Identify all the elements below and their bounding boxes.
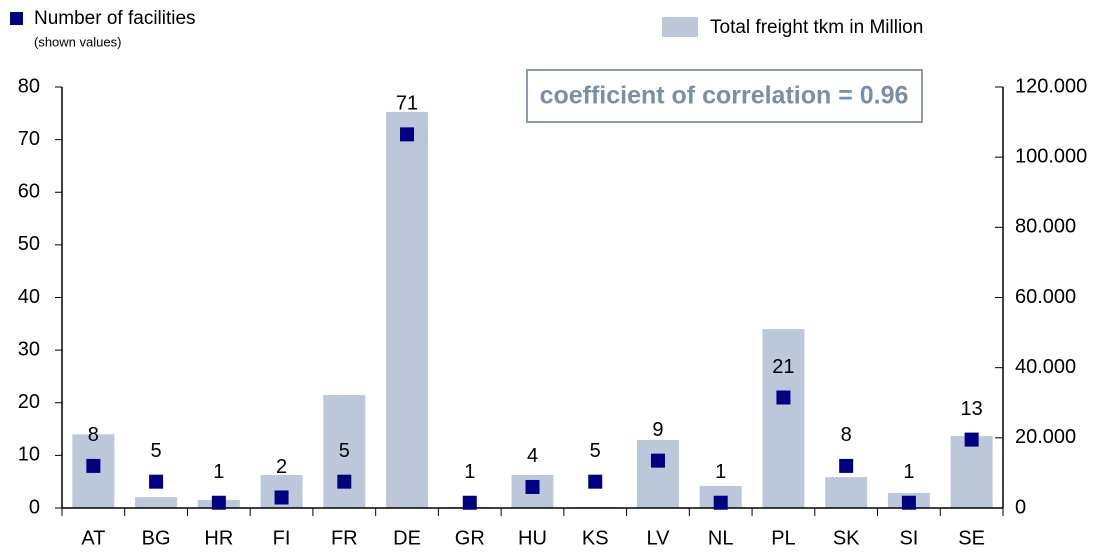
- x-tick-label: AT: [81, 527, 105, 549]
- y-tick-label: 60: [18, 181, 40, 203]
- y-tick-label: 20: [18, 391, 40, 413]
- y2-tick-label: 80.000: [1015, 216, 1076, 238]
- marker: [964, 432, 979, 447]
- data-label: 4: [527, 445, 538, 467]
- x-tick-label: SI: [899, 527, 918, 549]
- x-tick-label: FI: [273, 527, 291, 549]
- y-tick-label: 70: [18, 128, 40, 150]
- data-label: 8: [841, 424, 852, 446]
- x-tick-label: LV: [646, 527, 670, 549]
- x-tick-label: HU: [518, 527, 547, 549]
- y-tick-label: 80: [18, 75, 40, 97]
- data-label: 5: [151, 440, 162, 462]
- x-tick-label: BG: [142, 527, 171, 549]
- legend-swatch: [10, 12, 23, 25]
- bar: [825, 477, 868, 508]
- x-tick-label: KS: [582, 527, 609, 549]
- marker: [149, 474, 164, 489]
- data-label: 1: [464, 461, 475, 483]
- marker: [839, 458, 854, 473]
- legend-swatch: [662, 17, 698, 37]
- legend-note: (shown values): [34, 34, 121, 49]
- x-tick-label: DE: [393, 527, 421, 549]
- data-label: 21: [772, 356, 794, 378]
- bar: [950, 436, 993, 508]
- marker: [901, 495, 916, 510]
- bar: [762, 329, 805, 508]
- annotation-box: [526, 69, 923, 123]
- marker: [274, 490, 289, 505]
- marker: [337, 474, 352, 489]
- x-tick-label: SE: [958, 527, 985, 549]
- y2-tick-label: 40.000: [1015, 356, 1076, 378]
- data-label: 5: [590, 440, 601, 462]
- data-label: 71: [396, 93, 418, 115]
- x-tick-label: PL: [771, 527, 795, 549]
- annotation: coefficient of correlation = 0.96: [540, 82, 909, 110]
- y-tick-label: 50: [18, 233, 40, 255]
- data-label: 2: [276, 456, 287, 478]
- x-tick-label: FR: [331, 527, 358, 549]
- y2-tick-label: 20.000: [1015, 426, 1076, 448]
- y-tick-label: 40: [18, 286, 40, 308]
- bar: [386, 111, 429, 508]
- marker: [211, 495, 226, 510]
- data-label: 1: [213, 461, 224, 483]
- data-label: 1: [903, 461, 914, 483]
- marker: [713, 495, 728, 510]
- marker: [588, 474, 603, 489]
- data-label: 13: [961, 398, 983, 420]
- x-tick-label: NL: [708, 527, 734, 549]
- marker: [525, 479, 540, 494]
- data-label: 1: [715, 461, 726, 483]
- legend-label: Number of facilities: [34, 8, 196, 29]
- marker: [776, 390, 791, 405]
- y2-tick-label: 120.000: [1015, 75, 1087, 97]
- bar: [636, 439, 679, 508]
- data-label: 8: [88, 424, 99, 446]
- y2-tick-label: 60.000: [1015, 286, 1076, 308]
- marker: [650, 453, 665, 468]
- y-tick-label: 0: [29, 496, 40, 518]
- x-tick-label: HR: [204, 527, 233, 549]
- y2-tick-label: 0: [1015, 496, 1026, 518]
- bar: [323, 395, 366, 508]
- marker: [86, 458, 101, 473]
- data-label: 9: [652, 419, 663, 441]
- bar: [135, 497, 178, 508]
- x-tick-label: GR: [455, 527, 485, 549]
- y-tick-label: 10: [18, 444, 40, 466]
- marker: [462, 495, 477, 510]
- data-label: 5: [339, 440, 350, 462]
- y-tick-label: 30: [18, 338, 40, 360]
- y2-tick-label: 100.000: [1015, 145, 1087, 167]
- x-tick-label: SK: [833, 527, 860, 549]
- marker: [400, 127, 415, 142]
- legend-label: Total freight tkm in Million: [710, 17, 923, 38]
